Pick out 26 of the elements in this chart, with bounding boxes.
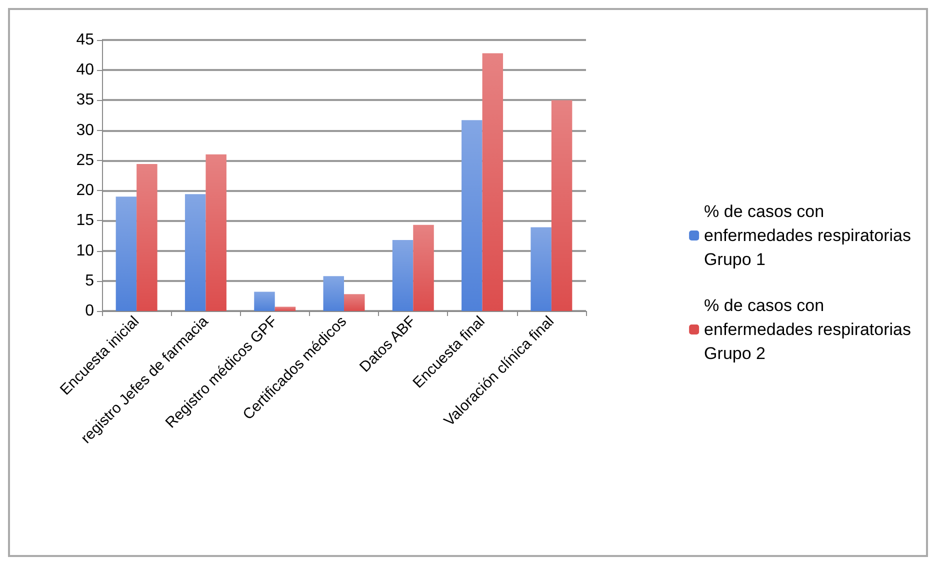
y-tick-label: 10 (76, 242, 94, 260)
bar (116, 196, 137, 311)
bar (274, 306, 296, 311)
bar (323, 276, 344, 311)
bar (482, 53, 504, 311)
bar (530, 227, 552, 311)
y-tick-label: 20 (76, 182, 94, 200)
legend-label: % de casos con enfermedades respiratorias Grupo 1 (704, 202, 912, 269)
y-tick-label: 40 (76, 62, 94, 79)
bar (392, 240, 414, 311)
y-tick-label: 5 (85, 272, 94, 290)
bar (462, 120, 482, 311)
y-tick-label: 45 (76, 32, 94, 48)
bar (551, 100, 572, 311)
y-tick-label: 30 (76, 122, 94, 139)
legend-label: % de casos con enfermedades respiratorias Grupo 2 (704, 296, 912, 363)
bar (184, 194, 206, 311)
y-tick-label: 35 (76, 92, 94, 109)
bar (344, 294, 365, 311)
bar (136, 164, 158, 311)
bar (206, 154, 226, 311)
y-tick-label: 0 (85, 302, 94, 320)
y-tick-label: 25 (76, 152, 94, 169)
bar (254, 292, 275, 311)
y-tick-label: 15 (76, 212, 94, 230)
bar (413, 224, 434, 311)
